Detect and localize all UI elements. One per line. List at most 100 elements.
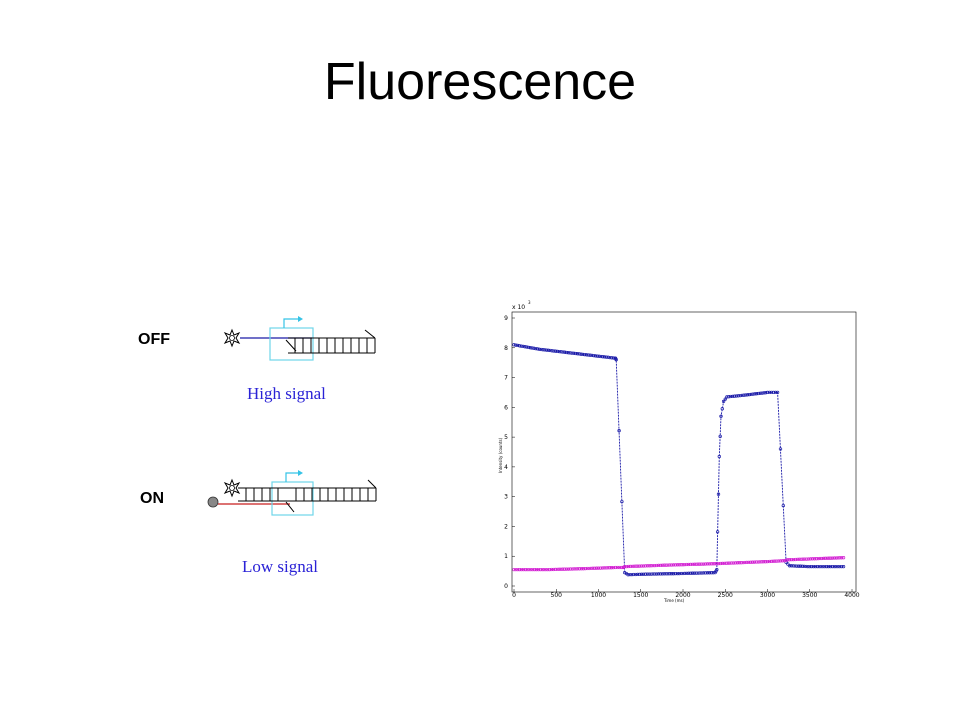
y-axis: 0 1 2 3 4 5 6 7 8 9	[504, 315, 515, 590]
data-point	[754, 560, 758, 564]
data-point	[576, 567, 580, 571]
data-point	[797, 557, 801, 561]
data-point	[702, 562, 706, 566]
x-tick-label: 3000	[760, 592, 775, 599]
data-point	[688, 571, 693, 575]
data-point	[573, 351, 578, 356]
data-point	[608, 566, 612, 570]
data-point	[808, 564, 812, 569]
data-point	[559, 567, 563, 571]
data-point	[641, 572, 646, 576]
data-point	[685, 562, 689, 567]
data-point	[670, 563, 674, 567]
data-point	[830, 564, 834, 569]
data-point	[841, 556, 846, 560]
data-point	[781, 503, 785, 508]
data-point	[639, 572, 644, 576]
data-point	[636, 564, 640, 568]
data-point	[831, 556, 835, 560]
data-point	[532, 346, 536, 350]
data-point	[718, 561, 723, 566]
data-point	[741, 560, 745, 565]
low-signal-label: Low signal	[242, 557, 319, 576]
x-tick-label: 2500	[718, 592, 733, 599]
data-point	[550, 349, 554, 353]
data-point	[579, 567, 584, 571]
data-point	[788, 558, 792, 562]
data-point	[775, 559, 779, 563]
data-point	[537, 347, 541, 351]
data-point	[534, 567, 539, 572]
data-point	[804, 564, 808, 569]
data-point	[773, 390, 778, 395]
data-point	[563, 567, 567, 571]
y-tick-label: 3	[504, 494, 508, 501]
data-point	[615, 565, 619, 570]
x-tick-label: 500	[551, 592, 563, 599]
data-point	[836, 564, 840, 569]
data-point	[588, 353, 592, 357]
data-point	[606, 355, 610, 359]
data-point	[608, 355, 612, 360]
data-point	[715, 567, 719, 572]
data-point	[823, 556, 828, 560]
data-point	[725, 395, 729, 399]
data-point	[583, 566, 588, 571]
data-point	[754, 392, 759, 396]
data-point	[686, 562, 691, 567]
data-point	[807, 557, 811, 561]
data-point	[692, 571, 696, 575]
data-point	[614, 358, 618, 362]
data-point	[613, 565, 618, 570]
data-point	[700, 571, 704, 575]
data-point	[789, 564, 793, 568]
data-point	[544, 567, 548, 572]
data-point	[786, 558, 790, 562]
data-point	[723, 397, 727, 401]
data-point	[516, 567, 520, 572]
data-point	[517, 344, 522, 348]
data-point	[617, 565, 621, 570]
data-point	[584, 353, 589, 357]
data-point	[823, 564, 827, 569]
data-point	[628, 564, 632, 569]
data-point	[765, 559, 770, 564]
data-point	[793, 557, 798, 562]
data-point	[666, 563, 670, 567]
data-point	[727, 395, 731, 399]
data-point	[834, 564, 838, 569]
data-point	[548, 348, 552, 353]
data-point	[705, 562, 710, 566]
y-tick-label: 8	[504, 345, 508, 352]
data-point	[656, 572, 661, 576]
data-point	[717, 454, 721, 459]
data-point	[720, 561, 725, 566]
data-point	[758, 391, 762, 395]
data-point	[696, 562, 700, 566]
data-point	[634, 572, 638, 577]
data-point	[826, 564, 831, 569]
data-point	[526, 345, 531, 350]
data-point	[528, 346, 532, 350]
data-point	[660, 563, 664, 567]
data-point	[815, 564, 819, 569]
data-point	[825, 564, 829, 569]
data-point	[705, 571, 710, 575]
data-point	[568, 351, 572, 355]
data-point	[763, 560, 768, 564]
data-point	[564, 567, 569, 571]
data-point	[742, 393, 746, 397]
data-point	[601, 355, 605, 359]
data-point	[594, 566, 599, 570]
data-point	[639, 564, 644, 568]
data-point	[517, 567, 522, 572]
data-point	[563, 350, 567, 354]
data-point	[694, 571, 698, 575]
data-point	[553, 567, 557, 572]
data-point	[626, 564, 631, 569]
data-point	[802, 564, 806, 569]
data-point	[579, 352, 583, 356]
y-tick-label: 0	[504, 583, 508, 590]
data-point	[600, 566, 604, 570]
y-tick-label: 2	[504, 523, 508, 530]
